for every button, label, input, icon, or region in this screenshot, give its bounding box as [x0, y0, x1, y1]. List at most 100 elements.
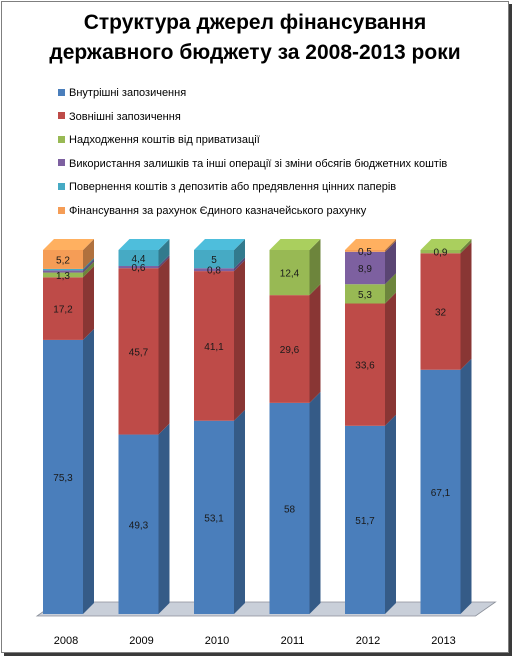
bar-segment-side — [460, 239, 472, 254]
bar-top — [118, 239, 170, 250]
legend-label: Використання залишків та інші операції з… — [69, 157, 448, 170]
legend: Внутрішні запозичення Зовнішні запозичен… — [58, 86, 447, 228]
bar-segment-side — [385, 414, 396, 614]
bar-segment-side — [385, 292, 396, 426]
data-label: 1,3 — [56, 271, 70, 282]
data-label: 4,4 — [132, 254, 146, 265]
legend-item-privatization: Надходження коштів від приватизації — [58, 133, 447, 148]
x-tick-label: 2013 — [431, 635, 455, 647]
bar-segment-side — [309, 239, 321, 296]
bar-segment — [345, 284, 385, 304]
bar-segment-side — [234, 257, 245, 272]
data-label: 41,1 — [204, 342, 224, 353]
data-label: 49,3 — [129, 520, 149, 531]
bar-segment-side — [158, 257, 170, 435]
x-tick-label: 2010 — [205, 635, 229, 647]
data-label: 0,8 — [207, 266, 221, 277]
bar-segment-side — [158, 255, 170, 269]
bar-segment — [345, 251, 385, 285]
legend-label: Надходження коштів від приватизації — [69, 134, 260, 147]
bar-segment — [43, 250, 83, 269]
data-label: 32 — [435, 308, 447, 319]
bar-segment-side — [234, 409, 245, 614]
bar-segment — [194, 420, 234, 614]
bar-segment — [118, 250, 159, 267]
legend-item-external-borrowing: Зовнішні запозичення — [58, 110, 447, 125]
bar-top — [43, 239, 94, 250]
legend-swatch — [58, 88, 65, 96]
data-label: 0,5 — [358, 247, 372, 258]
chart-title: Структура джерел фінансування державного… — [0, 8, 510, 68]
bar-segment — [269, 295, 310, 403]
bar-segment — [43, 270, 83, 273]
bar-top — [269, 239, 321, 250]
legend-swatch — [58, 182, 65, 190]
bar-segment-side — [83, 261, 94, 278]
bar-segment-side — [460, 242, 472, 370]
bar-segment-side — [83, 259, 94, 273]
bar-segment-side — [234, 260, 245, 421]
bar-segment — [118, 268, 159, 435]
data-label: 67,1 — [431, 488, 451, 499]
legend-swatch — [58, 206, 65, 214]
chart-title-line-1: Структура джерел фінансування — [83, 11, 427, 34]
bar-segment — [420, 253, 461, 370]
bar-segment-side — [460, 358, 472, 614]
bar-segment — [194, 268, 234, 272]
legend-swatch — [58, 112, 65, 120]
legend-label: Зовнішні запозичення — [69, 110, 181, 123]
bar-segment-side — [158, 239, 170, 267]
bar-top — [345, 239, 396, 250]
legend-label: Внутрішні запозичення — [69, 87, 187, 99]
bar-segment-side — [309, 284, 321, 403]
legend-item-treasury-account: Фінансування за рахунок Єдиного казначей… — [58, 204, 447, 219]
bar-segment — [269, 250, 310, 296]
x-tick-label: 2008 — [54, 635, 78, 647]
bar-segment — [194, 271, 234, 421]
bar-segment — [345, 425, 385, 614]
x-tick-label: 2009 — [129, 635, 153, 647]
bar-segment-side — [385, 273, 396, 304]
legend-item-balances: Використання залишків та інші операції з… — [58, 157, 447, 172]
data-label: 5 — [211, 255, 217, 266]
bar-segment-side — [385, 240, 396, 285]
bar-segment-side — [83, 328, 94, 614]
bar-segment-side — [83, 257, 94, 271]
bar-top — [420, 239, 472, 250]
data-label: 53,1 — [204, 513, 224, 524]
bar-segment-side — [83, 239, 94, 269]
bar-segment — [43, 339, 83, 614]
bar-segment — [43, 268, 83, 271]
x-tick-label: 2011 — [281, 635, 305, 647]
data-label: 12,4 — [280, 269, 300, 280]
legend-item-deposits: Повернення коштів з депозитів або предяв… — [58, 180, 447, 195]
legend-swatch — [58, 159, 65, 167]
bar-segment — [43, 272, 83, 278]
bar-segment — [43, 277, 83, 340]
bar-segment-side — [309, 391, 321, 614]
bar-segment — [269, 402, 310, 614]
data-label: 33,6 — [355, 361, 375, 372]
chart-title-line-2: державного бюджету за 2008-2013 роки — [49, 41, 461, 64]
data-label: 75,3 — [53, 473, 73, 484]
legend-label: Повернення коштів з депозитів або предяв… — [69, 181, 397, 194]
legend-label: Фінансування за рахунок Єдиного казначей… — [69, 204, 367, 217]
bar-segment — [345, 303, 385, 426]
data-label: 5,3 — [358, 290, 372, 301]
bar-segment — [118, 266, 159, 269]
bar-segment-side — [385, 239, 396, 252]
bar-segment-side — [158, 423, 170, 614]
data-label: 0,9 — [434, 248, 448, 259]
bar-segment — [345, 250, 385, 252]
legend-item-domestic-borrowing: Внутрішні запозичення — [58, 86, 447, 101]
data-label: 8,9 — [358, 264, 372, 275]
bar-segment — [118, 434, 159, 614]
data-label: 51,7 — [355, 516, 375, 527]
bar-top — [194, 239, 245, 250]
data-label: 5,2 — [56, 255, 70, 266]
bar-segment — [194, 250, 234, 269]
bar-segment — [420, 250, 461, 254]
data-label: 58 — [284, 504, 296, 515]
legend-swatch — [58, 135, 65, 143]
